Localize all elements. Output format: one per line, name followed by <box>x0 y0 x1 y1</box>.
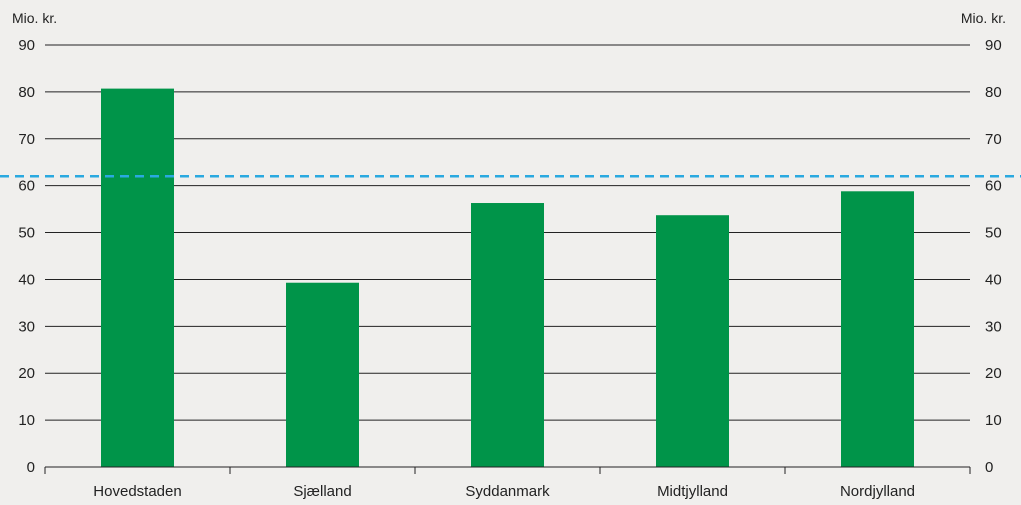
y-tick-label-left: 50 <box>18 225 35 242</box>
bar-sjælland <box>286 282 359 467</box>
y-tick-label-left: 90 <box>18 37 35 54</box>
y-tick-label-left: 20 <box>18 365 35 382</box>
y-tick-label-left: 70 <box>18 131 35 148</box>
y-tick-label-right: 0 <box>985 459 993 476</box>
y-tick-label-right: 50 <box>985 225 1002 242</box>
y-tick-label-left: 30 <box>18 318 35 335</box>
y-tick-label-right: 40 <box>985 271 1002 288</box>
bar-hovedstaden <box>101 88 174 468</box>
x-tick-label: Syddanmark <box>465 483 550 500</box>
axes: 0 0 10 10 20 20 30 30 40 40 50 50 60 60 70 70 80 80 90 90 Ho… <box>18 37 1001 500</box>
y-tick-label-right: 30 <box>985 318 1002 335</box>
y-tick-label-left: 10 <box>18 412 35 429</box>
bars <box>101 88 914 468</box>
bar-nordjylland <box>841 191 914 467</box>
y-unit-left: Mio. kr. <box>12 10 57 26</box>
y-tick-label-right: 80 <box>985 84 1002 101</box>
bar-midtjylland <box>656 215 729 467</box>
y-tick-label-right: 20 <box>985 365 1002 382</box>
y-tick-label-right: 10 <box>985 412 1002 429</box>
bar-syddanmark <box>471 203 544 467</box>
y-tick-label-left: 0 <box>27 459 35 476</box>
x-tick-label: Midtjylland <box>657 483 728 500</box>
y-tick-label-right: 70 <box>985 131 1002 148</box>
y-tick-label-right: 60 <box>985 178 1002 195</box>
y-tick-label-left: 80 <box>18 84 35 101</box>
y-tick-label-left: 60 <box>18 178 35 195</box>
y-unit-right: Mio. kr. <box>961 10 1006 26</box>
x-tick-label: Hovedstaden <box>93 483 181 500</box>
x-tick-label: Nordjylland <box>840 483 915 500</box>
y-tick-label-right: 90 <box>985 37 1002 54</box>
y-tick-label-left: 40 <box>18 271 35 288</box>
x-tick-label: Sjælland <box>293 483 351 500</box>
